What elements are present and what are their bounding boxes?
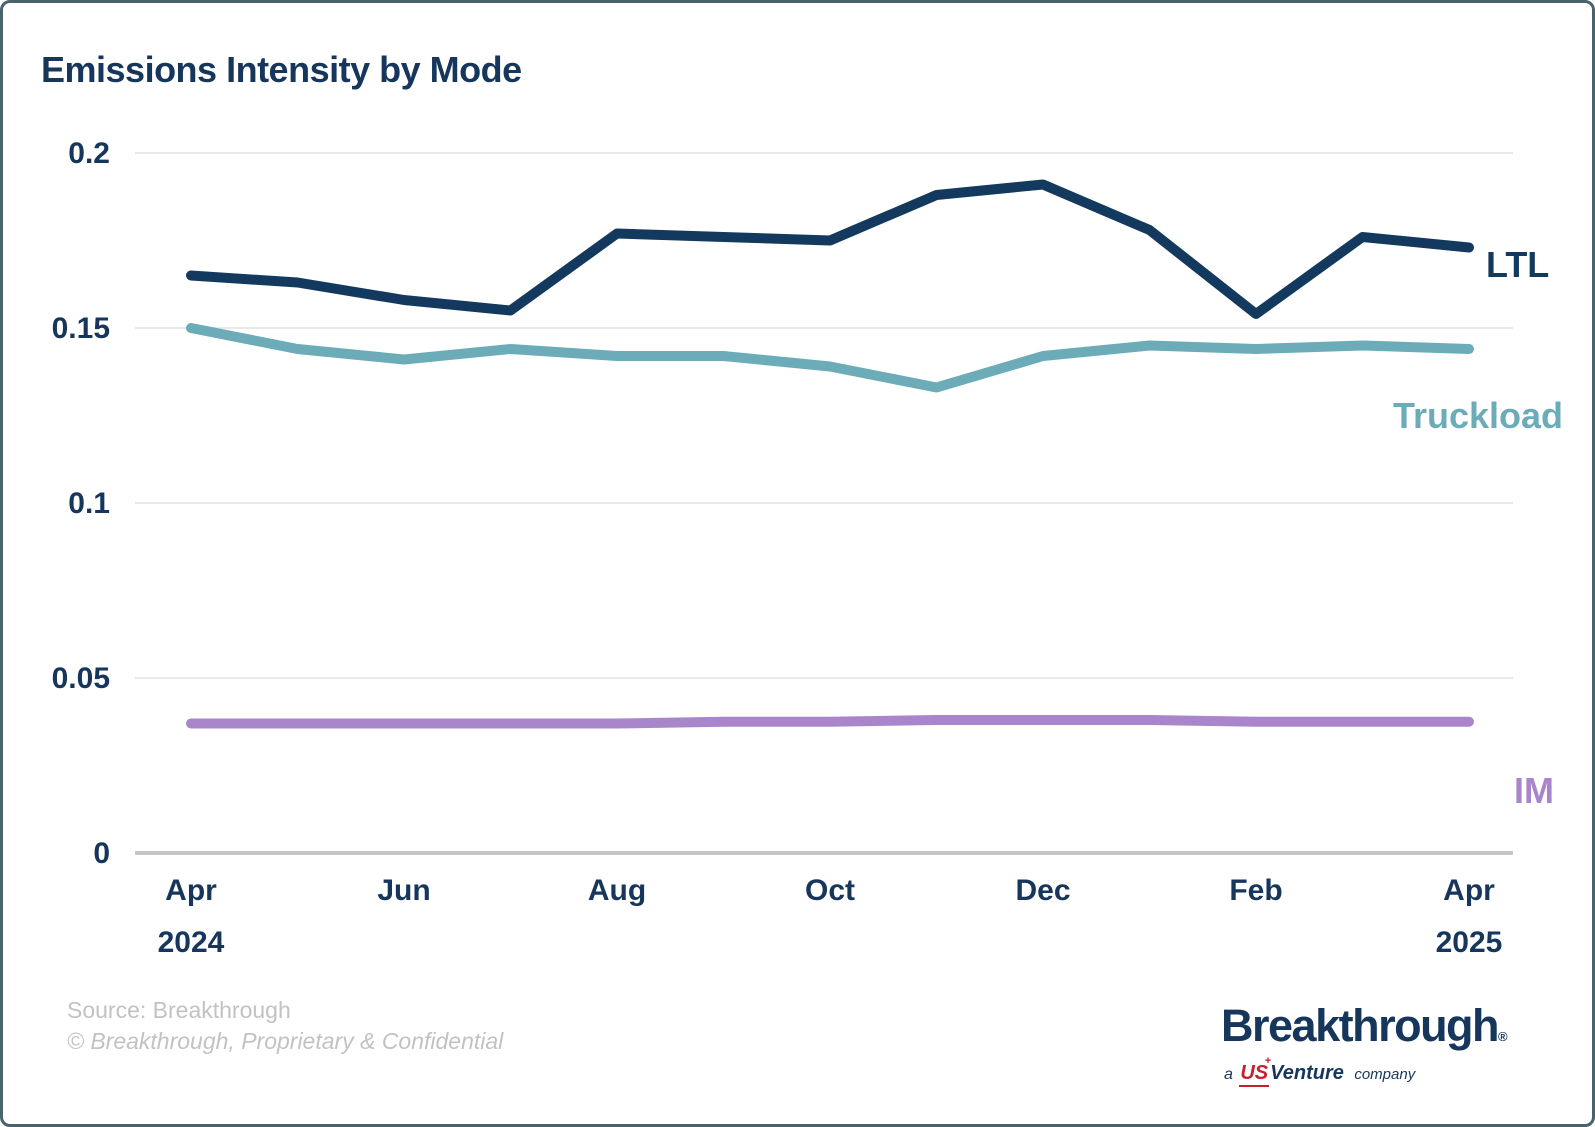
x-tick-label-oct-6: Oct	[805, 874, 855, 907]
tagline-a: a	[1224, 1066, 1233, 1083]
brand-text: Breakthrough	[1221, 1000, 1500, 1051]
x-tick-label-apr-12: Apr	[1443, 874, 1495, 907]
y-tick-label-0.05: 0.05	[52, 662, 110, 695]
im-label: IM	[1514, 770, 1554, 811]
tagline-us: US	[1240, 1062, 1269, 1084]
usventure-us-mark: US +	[1239, 1055, 1271, 1087]
usventure-plus-icon: +	[1264, 1055, 1272, 1067]
x-tick-year-2024: 2024	[158, 926, 225, 959]
x-tick-label-feb-10: Feb	[1229, 874, 1282, 907]
tagline-company: company	[1354, 1066, 1416, 1083]
source-text: Source: Breakthrough	[67, 997, 291, 1023]
y-tick-label-0.2: 0.2	[68, 137, 110, 170]
tagline-venture: Venture	[1270, 1062, 1344, 1084]
registered-mark: ®	[1498, 1029, 1508, 1044]
im-line	[186, 715, 1474, 729]
y-tick-label-0.1: 0.1	[68, 487, 110, 520]
usventure-tagline: a US + Venture company	[1224, 1055, 1551, 1087]
truckload-label: Truckload	[1393, 395, 1563, 436]
truckload-line	[186, 323, 1474, 393]
footer-source-block: Source: Breakthrough © Breakthrough, Pro…	[67, 995, 503, 1057]
x-tick-label-aug-4: Aug	[588, 874, 646, 907]
x-tick-year-2025: 2025	[1436, 926, 1503, 959]
breakthrough-wordmark: Breakthrough®	[1221, 1003, 1551, 1059]
emissions-chart: 0 0.05 0.1 0.15 0.2 Apr 2024 Jun Aug Oct Dec Feb Apr…	[52, 137, 1563, 959]
x-tick-label-jun-2: Jun	[377, 874, 430, 907]
ltl-label: LTL	[1486, 244, 1549, 285]
x-tick-label-dec-8: Dec	[1015, 874, 1070, 907]
breakthrough-logo: Breakthrough® a US + Venture company	[1221, 1003, 1551, 1087]
chart-title: Emissions Intensity by Mode	[41, 49, 522, 90]
x-tick-label-apr-0: Apr	[165, 874, 217, 907]
y-tick-label-0: 0	[93, 837, 110, 870]
y-tick-label-0.15: 0.15	[52, 312, 110, 345]
ltl-line	[186, 179, 1474, 319]
copyright-text: © Breakthrough, Proprietary & Confidenti…	[67, 1028, 504, 1054]
